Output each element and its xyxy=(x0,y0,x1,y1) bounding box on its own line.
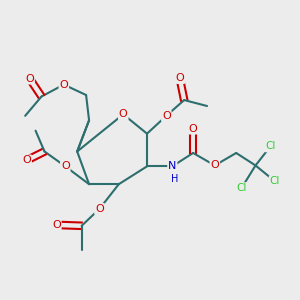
Text: O: O xyxy=(162,111,171,121)
Text: O: O xyxy=(22,155,31,165)
Text: O: O xyxy=(95,204,104,214)
Text: O: O xyxy=(119,109,128,119)
Text: O: O xyxy=(59,80,68,90)
Text: Cl: Cl xyxy=(236,183,247,193)
Text: Cl: Cl xyxy=(265,141,276,152)
Text: O: O xyxy=(52,220,61,230)
Text: N: N xyxy=(168,161,176,171)
Text: O: O xyxy=(25,74,34,84)
Text: O: O xyxy=(175,73,184,83)
Text: Cl: Cl xyxy=(270,176,280,186)
Text: H: H xyxy=(171,174,178,184)
Text: O: O xyxy=(210,160,219,170)
Text: O: O xyxy=(61,161,70,171)
Text: O: O xyxy=(189,124,197,134)
